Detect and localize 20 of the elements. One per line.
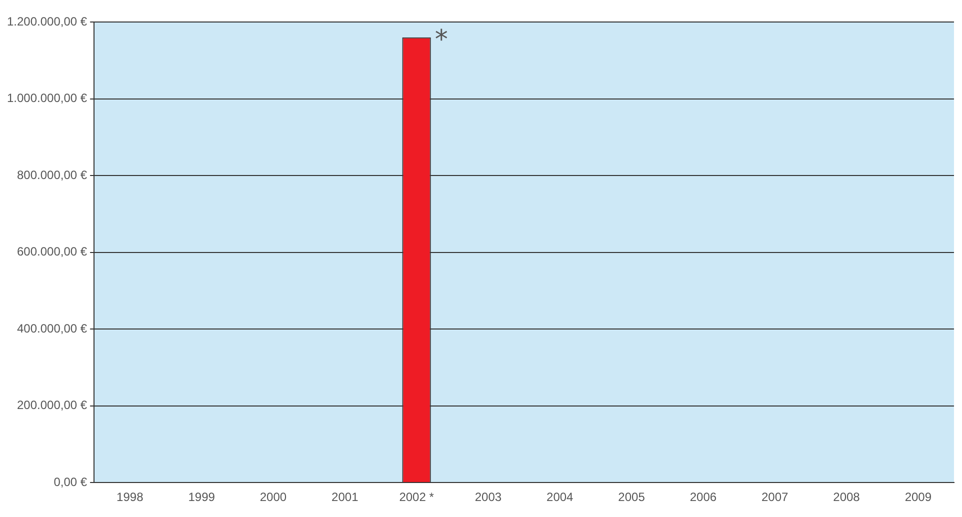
y-tick-label: 0,00 € bbox=[54, 474, 88, 489]
y-tick-label: 1.000.000,00 € bbox=[6, 91, 88, 106]
x-tick-label: 2006 bbox=[690, 490, 717, 504]
x-tick-label: 2003 bbox=[474, 490, 502, 504]
x-tick-label: 2002 * bbox=[399, 490, 434, 504]
y-tick-label: 1.200.000,00 € bbox=[6, 14, 88, 28]
y-tick-label: 800.000,00 € bbox=[16, 168, 88, 182]
x-tick-label: 1999 bbox=[188, 490, 216, 504]
x-tick-label: 2007 bbox=[761, 490, 789, 504]
x-tick-label: 2000 bbox=[260, 490, 287, 504]
y-tick-label: 600.000,00 € bbox=[16, 244, 88, 259]
y-tick-label: 400.000,00 € bbox=[16, 321, 88, 336]
x-tick-label: 2009 bbox=[904, 490, 932, 504]
x-tick-label: 2005 bbox=[618, 490, 646, 504]
y-tick-label: 200.000,00 € bbox=[16, 398, 88, 412]
x-tick-label: 1998 bbox=[116, 490, 144, 504]
x-tick-label: 2004 bbox=[546, 490, 574, 504]
x-tick-label: 2008 bbox=[833, 490, 860, 504]
x-tick-label: 2001 bbox=[332, 490, 359, 504]
annotation: * bbox=[434, 25, 448, 56]
